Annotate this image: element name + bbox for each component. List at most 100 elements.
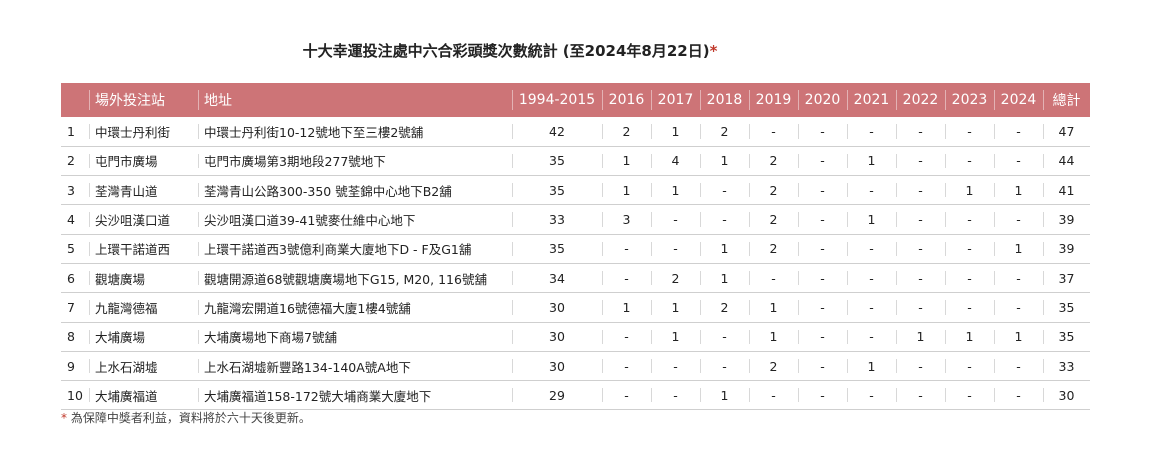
header-year: 2020	[798, 83, 847, 117]
count-cell: -	[798, 293, 847, 322]
count-cell: -	[896, 146, 945, 175]
count-cell: 2	[700, 117, 749, 146]
count-cell: 35	[512, 176, 602, 205]
count-cell: -	[798, 205, 847, 234]
count-cell: -	[798, 117, 847, 146]
count-cell: -	[847, 381, 896, 410]
count-cell: -	[651, 351, 700, 380]
count-cell: -	[945, 205, 994, 234]
count-cell: -	[994, 351, 1043, 380]
count-cell: -	[798, 351, 847, 380]
station-cell: 觀塘廣場	[89, 263, 198, 292]
count-cell: 1	[700, 381, 749, 410]
rank-cell: 3	[67, 182, 75, 198]
count-cell: -	[651, 234, 700, 263]
count-cell: 30	[512, 351, 602, 380]
total-cell: 41	[1043, 176, 1090, 205]
table-row: 10 大埔廣福道 大埔廣福道158-172號大埔商業大廈地下 29- -1- - - - - -3…	[61, 381, 1090, 410]
total-cell: 33	[1043, 351, 1090, 380]
count-cell: 1	[651, 322, 700, 351]
station-cell: 九龍灣德福	[89, 293, 198, 322]
count-cell: 1	[602, 146, 651, 175]
title-text: 十大幸運投注處中六合彩頭獎次數統計 (至2024年8月22日)	[302, 42, 710, 60]
address-cell: 大埔廣福道158-172號大埔商業大廈地下	[198, 381, 512, 410]
count-cell: -	[700, 205, 749, 234]
header-year: 2019	[749, 83, 798, 117]
count-cell: -	[994, 381, 1043, 410]
count-cell: 1	[602, 176, 651, 205]
count-cell: -	[994, 146, 1043, 175]
table-row: 2 屯門市廣場 屯門市廣場第3期地段277號地下 35 1 4 1 2-1- - -44	[61, 146, 1090, 176]
header-year: 2017	[651, 83, 700, 117]
count-cell: -	[700, 322, 749, 351]
count-cell: -	[896, 263, 945, 292]
table-row: 1 中環士丹利街 中環士丹利街10-12號地下至三樓2號舖 42 2 1 2- - - - - -47	[61, 117, 1090, 147]
count-cell: 2	[749, 234, 798, 263]
station-cell: 中環士丹利街	[89, 117, 198, 146]
count-cell: -	[651, 205, 700, 234]
count-cell: 2	[749, 205, 798, 234]
count-cell: -	[994, 205, 1043, 234]
count-cell: -	[847, 263, 896, 292]
count-cell: -	[847, 234, 896, 263]
station-cell: 大埔廣場	[89, 322, 198, 351]
count-cell: 35	[512, 234, 602, 263]
count-cell: -	[798, 322, 847, 351]
rank-cell: 6	[67, 270, 75, 286]
count-cell: 1	[994, 176, 1043, 205]
header-year: 2023	[945, 83, 994, 117]
count-cell: 2	[651, 263, 700, 292]
count-cell: -	[651, 381, 700, 410]
count-cell: -	[602, 263, 651, 292]
rank-cell: 2	[67, 153, 75, 169]
header-year: 2021	[847, 83, 896, 117]
count-cell: 1	[994, 234, 1043, 263]
footnote-asterisk: *	[61, 411, 67, 425]
address-cell: 荃灣青山公路300-350 號荃錦中心地下B2舖	[198, 176, 512, 205]
total-cell: 44	[1043, 146, 1090, 175]
count-cell: -	[896, 351, 945, 380]
count-cell: 35	[512, 146, 602, 175]
count-cell: -	[749, 381, 798, 410]
table-row: 3 荃灣青山道 荃灣青山公路300-350 號荃錦中心地下B2舖 35 1 1-2- - -1…	[61, 176, 1090, 205]
station-cell: 上環干諾道西	[89, 234, 198, 263]
rank-cell: 7	[67, 299, 75, 315]
count-cell: 4	[651, 146, 700, 175]
count-cell: 3	[602, 205, 651, 234]
count-cell: 34	[512, 263, 602, 292]
count-cell: -	[798, 234, 847, 263]
count-cell: -	[896, 293, 945, 322]
count-cell: 1	[847, 205, 896, 234]
count-cell: -	[602, 351, 651, 380]
count-cell: 2	[749, 176, 798, 205]
count-cell: 2	[749, 146, 798, 175]
table-row: 6 觀塘廣場 觀塘開源道68號觀塘廣場地下G15, M20, 116號舖 34-2 1-…	[61, 263, 1090, 293]
address-cell: 上環干諾道西3號億利商業大廈地下D - F及G1舖	[198, 234, 512, 263]
total-cell: 35	[1043, 322, 1090, 351]
station-cell: 尖沙咀漢口道	[89, 205, 198, 234]
station-cell: 荃灣青山道	[89, 176, 198, 205]
count-cell: 1	[651, 176, 700, 205]
count-cell: 1	[994, 322, 1043, 351]
total-cell: 39	[1043, 205, 1090, 234]
table-body: 1 中環士丹利街 中環士丹利街10-12號地下至三樓2號舖 42 2 1 2- - - - - -47…	[61, 117, 1090, 410]
count-cell: -	[700, 176, 749, 205]
table-row: 7 九龍灣德福 九龍灣宏開道16號德福大廈1樓4號舖 30 1 1 2 1- - - - -35	[61, 293, 1090, 323]
count-cell: 1	[847, 351, 896, 380]
count-cell: -	[798, 176, 847, 205]
header-year: 2016	[602, 83, 651, 117]
header-address: 地址	[198, 83, 512, 117]
header-rank	[61, 83, 89, 117]
count-cell: 29	[512, 381, 602, 410]
count-cell: 1	[945, 176, 994, 205]
total-cell: 35	[1043, 293, 1090, 322]
address-cell: 大埔廣場地下商場7號舖	[198, 322, 512, 351]
total-cell: 30	[1043, 381, 1090, 410]
count-cell: -	[896, 176, 945, 205]
table-header-row: 場外投注站 地址 1994-2015 2016 2017 2018 2019 2…	[61, 83, 1090, 117]
count-cell: -	[945, 117, 994, 146]
count-cell: -	[896, 381, 945, 410]
count-cell: 30	[512, 293, 602, 322]
address-cell: 九龍灣宏開道16號德福大廈1樓4號舖	[198, 293, 512, 322]
count-cell: 1	[651, 117, 700, 146]
